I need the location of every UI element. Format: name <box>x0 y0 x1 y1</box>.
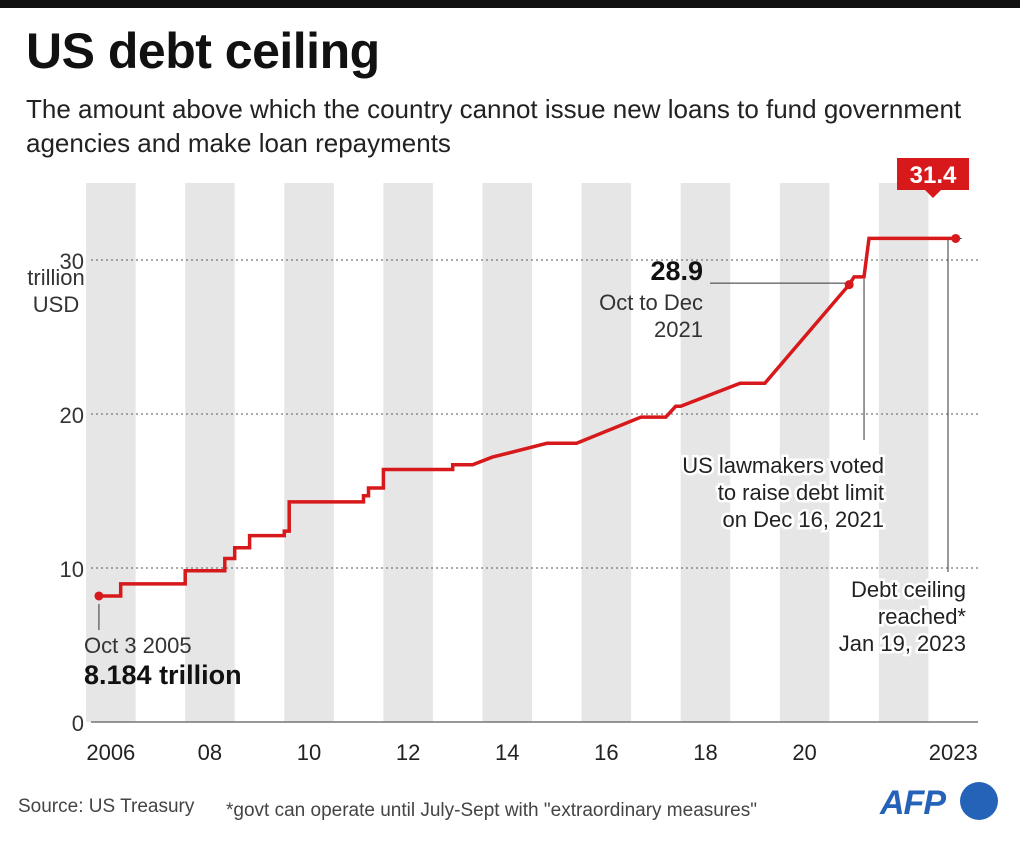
y-tick-label: 0 <box>72 711 84 736</box>
afp-logo-text: AFP <box>880 784 946 822</box>
end-value-label: 31.4 <box>910 162 957 189</box>
end-value-box <box>897 158 969 190</box>
x-tick-label: 12 <box>396 740 420 765</box>
end-marker <box>951 233 961 243</box>
year-band <box>779 183 830 722</box>
dec-vote-label: US lawmakers voted <box>682 453 884 478</box>
y-axis-label: trillion <box>27 265 84 290</box>
debt-ceiling-line <box>98 236 956 598</box>
year-band <box>680 183 731 722</box>
x-tick-label: 2006 <box>86 740 135 765</box>
x-tick-label: 2023 <box>929 740 978 765</box>
x-tick-label: 08 <box>198 740 222 765</box>
x-tick-label: 18 <box>693 740 717 765</box>
year-band <box>185 183 235 722</box>
x-tick-label: 20 <box>792 740 816 765</box>
end-ceiling-label: reached* <box>878 604 967 629</box>
oct-date-label: 2021 <box>654 317 703 342</box>
year-band <box>284 183 334 722</box>
start-marker <box>94 591 104 601</box>
afp-logo-dot-icon <box>960 782 998 820</box>
afp-logo: AFP <box>880 782 1002 822</box>
y-axis-label: USD <box>33 292 79 317</box>
end-ceiling-label: Debt ceiling <box>851 577 966 602</box>
oct-date-label: Oct to Dec <box>599 290 703 315</box>
y-tick-label: 20 <box>60 403 84 428</box>
oct-value-label: 28.9 <box>650 256 703 286</box>
top-bar <box>0 0 1020 8</box>
year-band <box>383 183 433 722</box>
year-band <box>86 183 136 722</box>
oct-marker <box>844 280 854 290</box>
chart-title: US debt ceiling <box>26 23 380 79</box>
year-band <box>581 183 632 722</box>
source-note: Source: US Treasury <box>18 796 195 817</box>
footnote: *govt can operate until July-Sept with "… <box>226 800 757 821</box>
y-tick-label: 30 <box>60 249 84 274</box>
end-ceiling-label: Jan 19, 2023 <box>839 631 966 656</box>
y-tick-label: 10 <box>60 557 84 582</box>
x-tick-label: 10 <box>297 740 321 765</box>
x-tick-label: 14 <box>495 740 519 765</box>
end-value-pointer <box>925 190 941 198</box>
dec-vote-label: to raise debt limit <box>718 480 884 505</box>
start-date-label: Oct 3 2005 <box>84 633 192 658</box>
chart-subtitle: The amount above which the country canno… <box>26 94 962 158</box>
start-value-label: 8.184 trillion <box>84 660 242 690</box>
year-band <box>878 183 929 722</box>
dec-vote-label: on Dec 16, 2021 <box>723 507 884 532</box>
x-tick-label: 16 <box>594 740 618 765</box>
